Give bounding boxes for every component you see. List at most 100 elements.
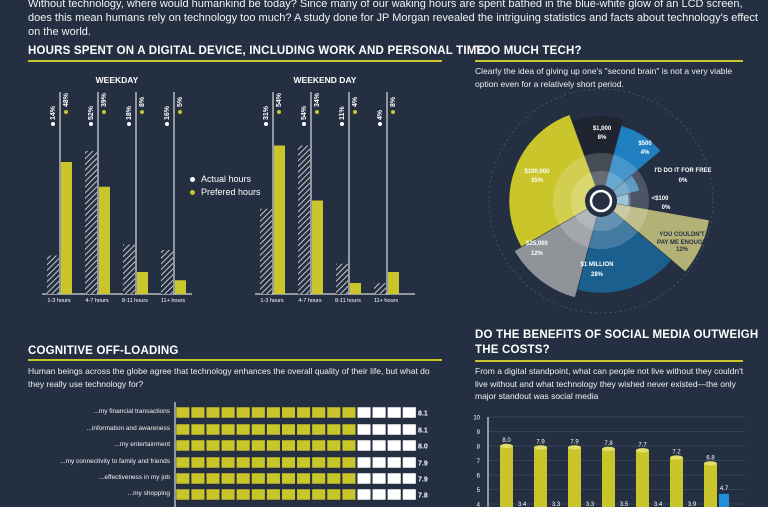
offload-label-1: ...my financial transactions — [93, 408, 170, 415]
actual-dot — [89, 122, 93, 126]
actual-value-label: 52% — [88, 105, 95, 120]
offload-segment — [402, 472, 417, 485]
social-bar-label: 7.8 — [604, 441, 613, 447]
offload-segment — [175, 472, 190, 485]
social-bar — [534, 447, 547, 507]
social-text: From a digital standpoint, what can peop… — [475, 366, 744, 401]
weekday-title: WEEKDAY — [95, 75, 139, 85]
offload-segment — [402, 439, 417, 452]
offload-segment — [236, 423, 251, 436]
actual-dot — [165, 122, 169, 126]
pie-slice-value: 28% — [591, 272, 604, 278]
pie-slice — [508, 114, 602, 248]
social-section-title: DO THE BENEFITS OF SOCIAL MEDIA OUTWEIGH… — [475, 328, 758, 358]
social-bar-label: 7.7 — [638, 442, 647, 448]
offload-segment — [356, 472, 372, 485]
social-bar-secondary-label: 3.4 — [518, 502, 527, 507]
offload-value-label: 7.8 — [418, 493, 428, 500]
pie-center-hole — [585, 185, 617, 217]
hours-section-title: HOURS SPENT ON A DIGITAL DEVICE, INCLUDI… — [28, 45, 485, 57]
weekend-chart: 31% 54% 1-3 hours 54% 34% 4-7 hours 11% 4% 8-11 … — [255, 92, 415, 304]
social-bar-label: 6.8 — [706, 455, 715, 461]
preferred-dot — [140, 110, 144, 114]
offload-segment — [311, 423, 326, 436]
preferred-value-label: 39% — [101, 92, 108, 107]
actual-bar — [47, 255, 59, 294]
pie-slice-label: $500 — [638, 141, 652, 147]
offload-segment — [402, 488, 417, 501]
offload-segment — [190, 488, 205, 501]
legend-preferred-dot — [190, 189, 195, 195]
offload-segment — [296, 406, 311, 419]
offload-segment — [266, 488, 281, 501]
social-bar-cap — [704, 461, 717, 466]
offload-segment — [175, 488, 190, 501]
offload-segment — [311, 406, 326, 419]
offload-segment — [311, 456, 326, 469]
social-bar-cap — [602, 446, 615, 452]
offload-segment — [356, 456, 372, 469]
actual-value-label: 18% — [126, 105, 133, 120]
offload-segment — [341, 423, 356, 436]
social-chart: 10 9 8 7 6 5 4 8.0 3.4 7.9 3.3 7.9 3.3 7.8 3.5 7.7 3.4 7.… — [473, 416, 745, 507]
offload-segment — [236, 488, 251, 501]
pie-slice-value: 12% — [676, 247, 689, 253]
offload-segment — [251, 456, 266, 469]
social-bar — [636, 450, 649, 507]
offload-value-label: 8.1 — [418, 411, 428, 418]
pie-slice-value: 0% — [679, 178, 688, 184]
hours-category-label: 11+ hours — [374, 298, 398, 304]
offload-segment — [221, 472, 236, 485]
offload-segment — [205, 406, 221, 419]
social-bar-secondary-label: 3.3 — [552, 502, 561, 507]
pie-slice — [599, 200, 710, 273]
actual-value-label: 54% — [301, 105, 308, 120]
offload-segment — [372, 423, 387, 436]
offload-segment — [296, 488, 311, 501]
social-title-line2: THE COSTS? — [475, 344, 550, 356]
social-bar-cap — [500, 443, 513, 449]
hours-category-label: 8-11 hours — [335, 298, 361, 304]
offload-text: Human beings across the globe agree that… — [28, 366, 430, 389]
offload-segment — [372, 456, 387, 469]
pie-slice — [513, 200, 602, 298]
pie-center-ring — [589, 189, 613, 213]
social-bar-label: 7.2 — [672, 450, 681, 456]
preferred-dot — [178, 110, 182, 114]
preferred-bar — [350, 283, 361, 294]
offload-segment — [175, 423, 190, 436]
offload-segment — [341, 488, 356, 501]
preferred-dot — [391, 110, 395, 114]
offload-segment — [311, 488, 326, 501]
pie-slice-label: <$100 — [652, 196, 670, 202]
tech-text: Clearly the idea of giving up one's "sec… — [475, 66, 733, 89]
offload-segment — [402, 423, 417, 436]
legend-actual: Actual hours — [190, 174, 251, 184]
actual-value-label: 4% — [377, 109, 384, 120]
offload-segment — [281, 488, 296, 501]
preferred-bar — [312, 200, 323, 294]
offload-segment — [236, 472, 251, 485]
offload-segment — [296, 456, 311, 469]
offload-segment — [251, 488, 266, 501]
offload-segment — [221, 406, 236, 419]
offload-segment — [205, 472, 221, 485]
social-y-tick: 6 — [477, 474, 481, 480]
offload-segment — [205, 439, 221, 452]
hours-category-label: 1-3 hours — [47, 298, 70, 304]
offload-value-label: 7.9 — [418, 477, 428, 484]
actual-bar — [85, 151, 97, 294]
offload-segment — [190, 472, 205, 485]
preferred-bar — [274, 145, 285, 294]
preferred-value-label: 34% — [314, 92, 321, 107]
pie-slice — [600, 125, 662, 202]
offload-segment — [236, 456, 251, 469]
offload-segment — [281, 406, 296, 419]
preferred-value-label: 54% — [276, 92, 283, 107]
offload-segment — [356, 406, 372, 419]
preferred-dot — [277, 110, 281, 114]
offload-segment — [175, 456, 190, 469]
social-bar-label: 8.0 — [502, 438, 511, 444]
legend-preferred-label: Prefered hours — [201, 187, 261, 197]
